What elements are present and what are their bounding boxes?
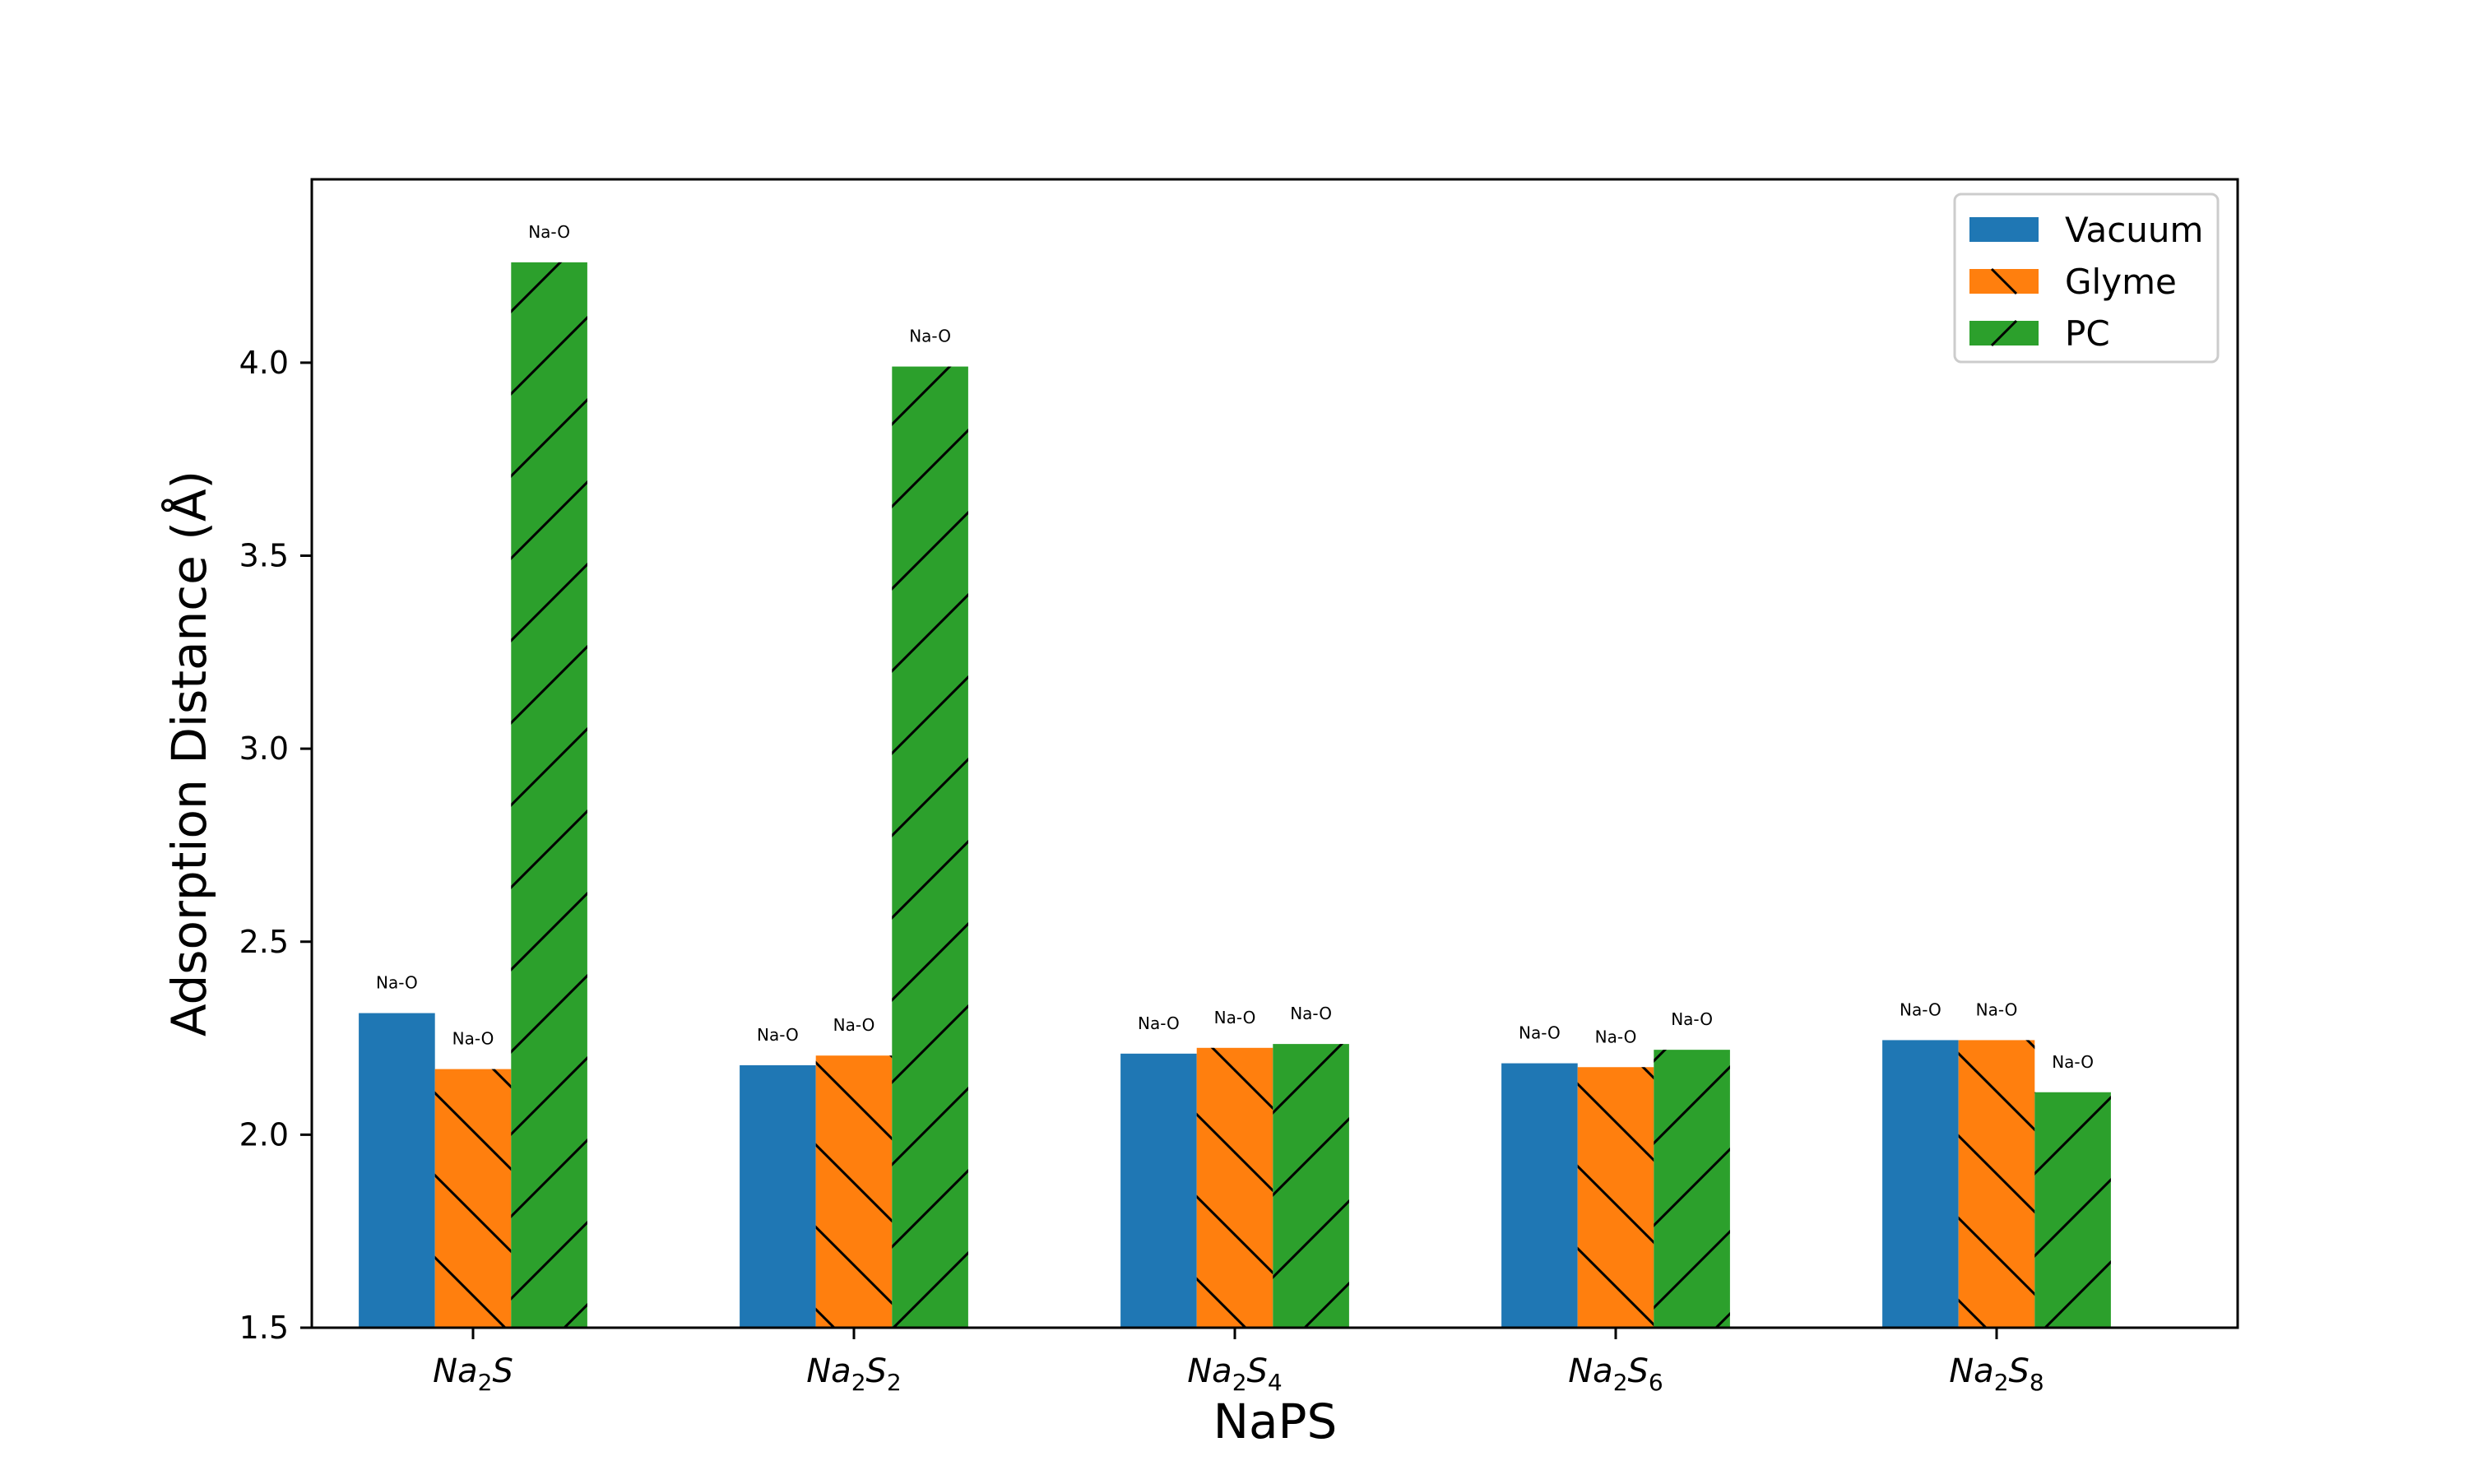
bar-fill [1882, 1040, 1959, 1328]
y-tick-label: 2.5 [239, 924, 289, 960]
y-axis: 1.5 2.0 2.5 3.0 3.5 4.0 [239, 345, 312, 1346]
bar-vacuum-3 [1501, 1063, 1578, 1328]
x-tick-label: Na2S4 [1187, 1352, 1282, 1396]
legend-item-glyme: Glyme [1969, 262, 2177, 302]
bar-data-label: Na-O [2052, 1052, 2094, 1072]
legend-label: Glyme [2065, 262, 2177, 302]
bar-glyme-4 [1958, 1040, 2035, 1328]
bar-vacuum-2 [1120, 1053, 1197, 1328]
bar-data-label: Na-O [376, 973, 418, 993]
x-tick-label: Na2S2 [806, 1352, 901, 1396]
bar-glyme-0 [434, 1069, 512, 1328]
bar-data-label: Na-O [833, 1015, 875, 1035]
bar-data-label: Na-O [1519, 1023, 1561, 1043]
bar-hatch [1196, 1047, 1273, 1328]
bar-data-label: Na-O [1595, 1027, 1637, 1046]
legend-label: Vacuum [2065, 210, 2203, 250]
y-tick-label: 3.5 [239, 538, 289, 574]
bar-pc-3 [1654, 1050, 1730, 1328]
bars-layer [359, 262, 2111, 1328]
y-tick-label: 4.0 [239, 345, 289, 381]
bar-data-label: Na-O [757, 1025, 799, 1045]
bar-hatch [2034, 1092, 2111, 1328]
bar-hatch [1577, 1067, 1654, 1328]
bar-data-label: Na-O [1290, 1004, 1332, 1023]
legend: Vacuum Glyme PC [1953, 192, 2220, 364]
bar-hatch [815, 1055, 893, 1328]
legend-hatch [1990, 319, 2018, 347]
x-tick-label: Na2S [433, 1352, 513, 1396]
bar-hatch [1273, 1044, 1349, 1328]
bar-vacuum-4 [1882, 1040, 1959, 1328]
bar-hatch [434, 1069, 512, 1328]
bar-data-label: Na-O [1671, 1009, 1713, 1029]
bar-data-label: Na-O [1976, 999, 2018, 1019]
bar-pc-0 [511, 262, 587, 1328]
bar-data-label: Na-O [909, 327, 951, 346]
bar-pc-1 [892, 366, 968, 1328]
bar-data-label: Na-O [528, 222, 570, 242]
bar-data-label: Na-O [1214, 1008, 1256, 1027]
y-tick-label: 3.0 [239, 730, 289, 767]
x-axis: Na2S Na2S2 Na2S4 Na2S6 Na2S8 [433, 1328, 2044, 1396]
bar-glyme-1 [815, 1055, 893, 1328]
bar-pc-2 [1273, 1044, 1349, 1328]
bar-hatch [892, 366, 968, 1328]
bar-fill [740, 1064, 816, 1328]
plot-frame [310, 178, 2239, 1329]
legend-item-vacuum: Vacuum [1969, 210, 2203, 250]
bar-fill [1501, 1063, 1578, 1328]
legend-swatch [1969, 217, 2039, 242]
bar-fill [359, 1013, 435, 1328]
bar-pc-4 [2034, 1092, 2111, 1328]
bar-hatch [511, 262, 587, 1328]
x-axis-title: NaPS [1213, 1394, 1338, 1449]
bar-hatch [1654, 1050, 1730, 1328]
y-tick-label: 2.0 [239, 1116, 289, 1152]
bar-glyme-2 [1196, 1047, 1273, 1328]
bar-data-label: Na-O [452, 1029, 494, 1049]
bar-data-label: Na-O [1138, 1013, 1180, 1033]
legend-hatch [1990, 267, 2018, 295]
y-tick-label: 1.5 [239, 1310, 289, 1346]
bar-hatch [1958, 1040, 2035, 1328]
bar-data-label: Na-O [1900, 999, 1941, 1019]
bar-fill [1120, 1053, 1197, 1328]
y-axis-title: Adsorption Distance (Å) [160, 471, 217, 1036]
bar-glyme-3 [1577, 1067, 1654, 1328]
bar-vacuum-0 [359, 1013, 435, 1328]
x-tick-label: Na2S8 [1949, 1352, 2044, 1396]
legend-item-pc: PC [1969, 313, 2110, 354]
bar-vacuum-1 [740, 1064, 816, 1328]
bar-labels-layer: Na-O Na-O Na-O Na-O Na-O Na-O Na-O Na-O Na-O Na-O… [376, 222, 2094, 1072]
legend-label: PC [2065, 313, 2110, 354]
x-tick-label: Na2S6 [1568, 1352, 1663, 1396]
